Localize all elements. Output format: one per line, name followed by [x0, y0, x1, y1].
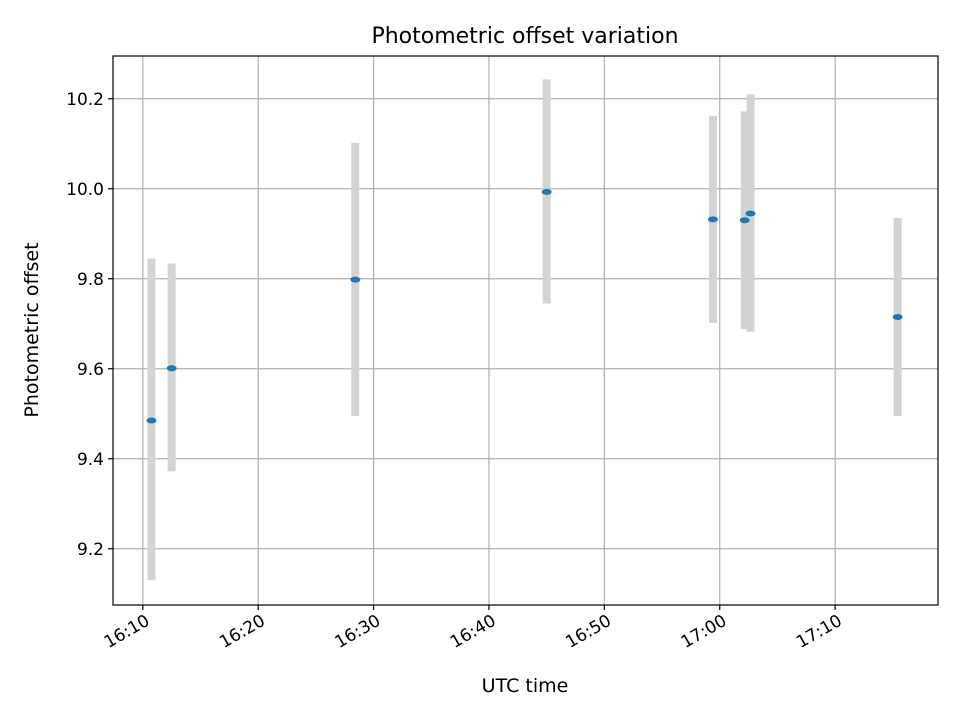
data-point [745, 210, 756, 217]
data-point [739, 217, 750, 224]
data-point [708, 216, 718, 223]
y-tick-label: 9.4 [77, 450, 104, 470]
grid [113, 56, 938, 605]
data-point [350, 276, 361, 283]
plot-frame [112, 55, 939, 606]
data-markers [146, 188, 903, 424]
y-axis-label: Photometric offset [21, 242, 43, 417]
y-tick-label: 10.2 [66, 90, 104, 110]
data-point [892, 314, 903, 320]
y-tick-label: 10.0 [66, 180, 104, 200]
y-tick-label: 9.6 [77, 360, 104, 380]
y-tick-label: 9.8 [77, 270, 104, 290]
chart-title: Photometric offset variation [371, 24, 678, 49]
y-axis-ticks: 9.2 9.4 9.6 9.8 10.0 10.2 [66, 90, 113, 560]
plot-area [113, 56, 938, 605]
data-point [166, 365, 177, 372]
y-tick-label: 9.2 [77, 540, 104, 560]
data-point [146, 417, 157, 424]
data-point [541, 188, 552, 195]
x-axis-label: UTC time [482, 675, 569, 697]
